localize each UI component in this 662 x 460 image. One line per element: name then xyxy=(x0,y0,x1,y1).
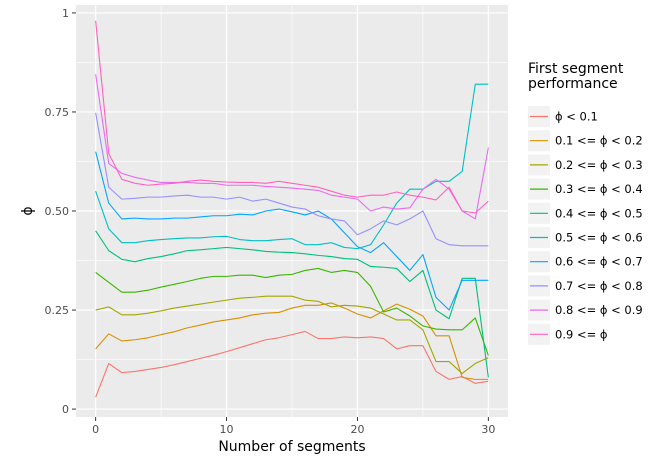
legend-item: 0.7 <= ϕ < 0.8 xyxy=(528,275,643,297)
legend-label: 0.6 <= ϕ < 0.7 xyxy=(555,255,643,269)
y-tick-label: 0.25 xyxy=(45,304,70,317)
legend-item: 0.1 <= ϕ < 0.2 xyxy=(528,130,643,152)
legend-item: 0.8 <= ϕ < 0.9 xyxy=(528,299,643,321)
x-axis-title: Number of segments xyxy=(218,439,365,455)
legend-label: 0.9 <= ϕ xyxy=(555,327,607,341)
y-tick-label: 0.75 xyxy=(45,106,70,119)
legend-label: 0.4 <= ϕ < 0.5 xyxy=(555,206,643,220)
legend-item: ϕ < 0.1 xyxy=(528,106,598,127)
series-line xyxy=(95,151,489,311)
legend-label: 0.5 <= ϕ < 0.6 xyxy=(555,231,643,245)
x-tick-label: 20 xyxy=(350,423,364,436)
series-line xyxy=(95,20,489,214)
x-tick-label: 30 xyxy=(481,423,495,436)
legend-label: 0.8 <= ϕ < 0.9 xyxy=(555,303,643,317)
axis-ticks: 0 10 20 30 0 0.25 0.50 0.75 1 xyxy=(45,7,496,436)
series-line xyxy=(95,330,489,398)
legend-label: 0.1 <= ϕ < 0.2 xyxy=(555,134,643,148)
legend-item: 0.6 <= ϕ < 0.7 xyxy=(528,251,643,273)
y-tick-label: 1 xyxy=(62,7,69,20)
y-tick-label: 0.50 xyxy=(45,205,70,218)
legend: First segment performance ϕ < 0.1 0.1 <= … xyxy=(528,61,643,345)
x-tick-label: 10 xyxy=(220,423,234,436)
legend-item: 0.5 <= ϕ < 0.6 xyxy=(528,227,643,248)
series-line xyxy=(95,230,489,378)
y-tick-label: 0 xyxy=(62,403,69,416)
series-line xyxy=(95,295,489,374)
legend-item: 0.3 <= ϕ < 0.4 xyxy=(528,178,643,200)
major-gridlines xyxy=(76,5,508,417)
series-line xyxy=(95,74,489,220)
legend-label: 0.3 <= ϕ < 0.4 xyxy=(555,182,643,196)
series-line xyxy=(95,112,489,247)
series-line xyxy=(95,302,489,380)
y-axis-title: ϕ xyxy=(20,206,36,215)
legend-item: 0.9 <= ϕ xyxy=(528,323,607,345)
legend-label: ϕ < 0.1 xyxy=(555,110,598,124)
legend-item: 0.4 <= ϕ < 0.5 xyxy=(528,202,643,224)
legend-title-line-1: First segment xyxy=(528,61,624,77)
legend-item: 0.2 <= ϕ < 0.3 xyxy=(528,154,643,176)
series-lines xyxy=(95,20,489,398)
legend-title-line-2: performance xyxy=(528,76,618,92)
legend-label: 0.7 <= ϕ < 0.8 xyxy=(555,279,643,293)
legend-label: 0.2 <= ϕ < 0.3 xyxy=(555,158,643,172)
x-tick-label: 0 xyxy=(92,423,99,436)
series-line xyxy=(95,267,489,356)
